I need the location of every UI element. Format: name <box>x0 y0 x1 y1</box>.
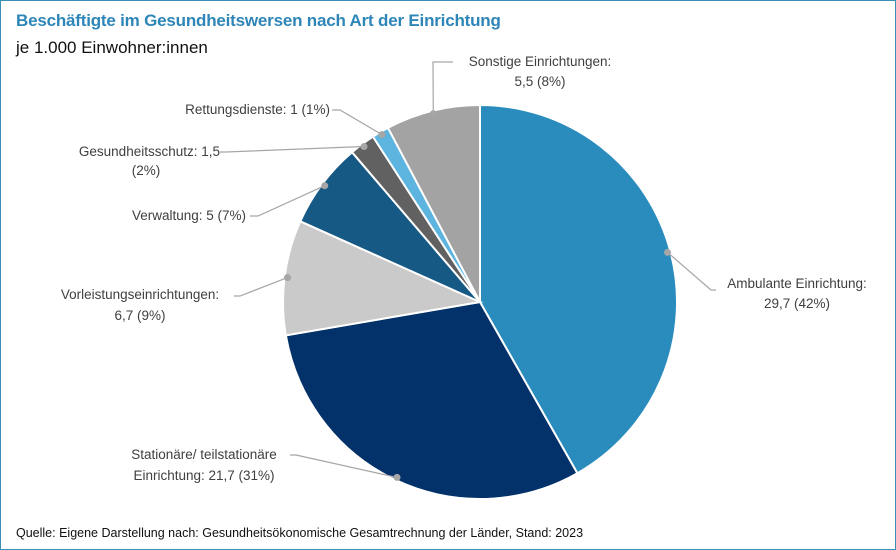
leader-line <box>432 61 453 114</box>
data-label: Verwaltung: 5 (7%) <box>132 208 246 223</box>
leader-line <box>332 109 383 136</box>
chart-subtitle: je 1.000 Einwohner:innen <box>16 38 208 57</box>
leader-line <box>234 277 288 297</box>
leader-line <box>220 145 365 153</box>
leader-dot <box>284 274 292 282</box>
data-label: (2%) <box>132 163 161 178</box>
leader-dot <box>393 473 401 481</box>
data-label: Sonstige Einrichtungen: <box>469 54 612 69</box>
chart-title: Beschäftigte im Gesundheitswersen nach A… <box>16 11 501 30</box>
data-label: Gesundheitsschutz: 1,5 <box>79 144 220 159</box>
leader-lines <box>220 61 716 481</box>
data-label: Ambulante Einrichtung: <box>727 276 867 291</box>
data-label: 6,7 (9%) <box>114 308 165 323</box>
leader-dot <box>360 142 368 150</box>
slice-labels: Ambulante Einrichtung: 29,7 (42%) Stationä… <box>61 54 867 483</box>
leader-dot <box>378 131 386 139</box>
leader-dot <box>429 110 437 118</box>
data-label: Rettungsdienste: 1 (1%) <box>185 102 330 117</box>
leader-line <box>290 454 398 478</box>
data-label: Einrichtung: 21,7 (31%) <box>133 468 274 483</box>
leader-line <box>667 251 716 291</box>
source-note: Quelle: Eigene Darstellung nach: Gesundh… <box>16 526 584 540</box>
data-label: Vorleistungseinrichtungen: <box>61 287 219 302</box>
pie-slices <box>282 103 679 501</box>
data-label: Stationäre/ teilstationäre <box>131 447 277 462</box>
data-label: 29,7 (42%) <box>764 296 830 311</box>
leader-line <box>250 185 325 217</box>
leader-dot <box>321 182 329 190</box>
data-label: 5,5 (8%) <box>514 74 565 89</box>
